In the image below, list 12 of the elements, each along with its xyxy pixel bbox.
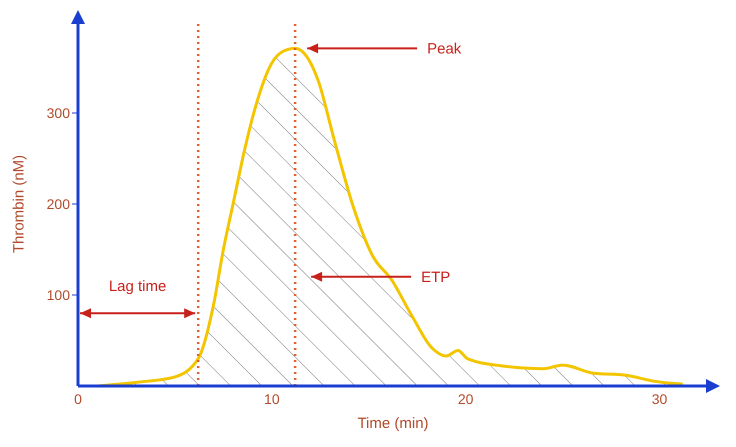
- x-tick-label: 0: [74, 390, 82, 407]
- y-tick-label: 100: [46, 286, 70, 303]
- annotation: Lag time: [108, 278, 166, 296]
- annotation: ETP: [421, 268, 450, 286]
- x-tick-label: 20: [458, 390, 474, 407]
- x-tick-label: 10: [264, 390, 280, 407]
- x-tick-label: 30: [652, 390, 668, 407]
- y-tick-label: 200: [46, 196, 70, 212]
- y-tick-label: 300: [46, 104, 70, 121]
- annotation: Peak: [427, 40, 462, 58]
- x-axis-title: Time (min): [357, 415, 429, 432]
- y-axis-title: Thrombin (nM): [10, 154, 28, 254]
